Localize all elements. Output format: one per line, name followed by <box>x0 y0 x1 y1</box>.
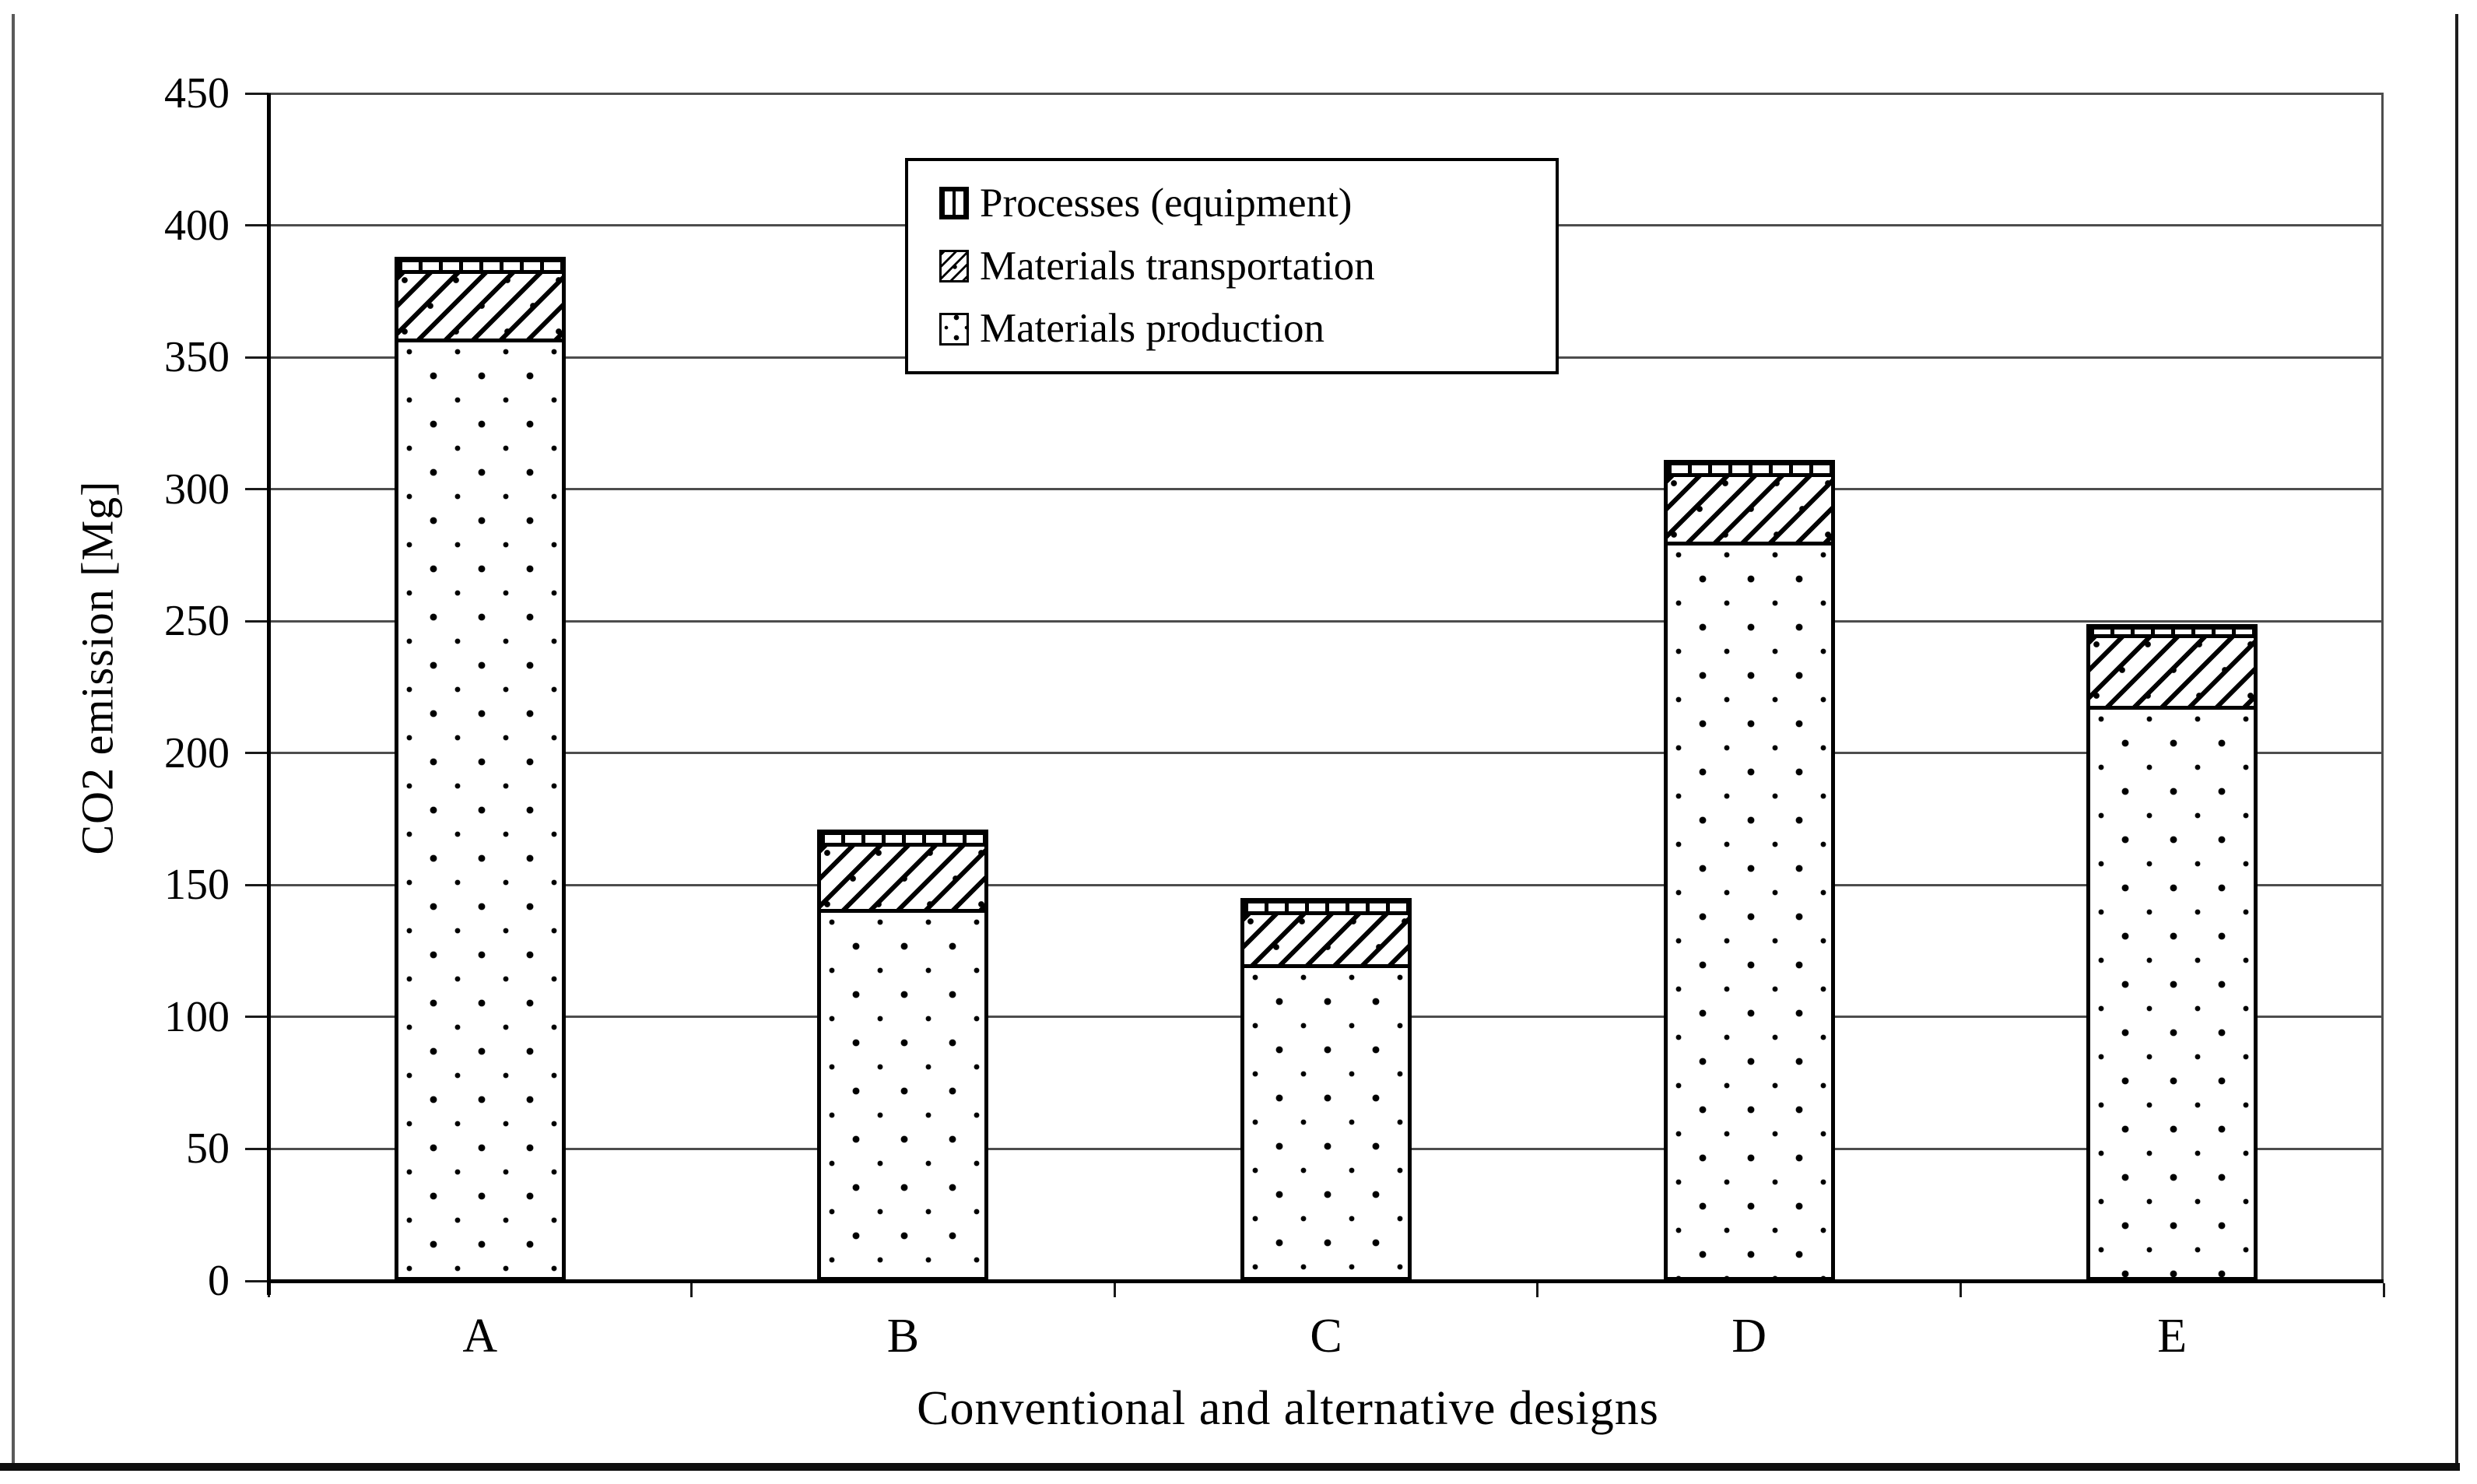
y-tick-100 <box>245 1016 268 1019</box>
bar-A-segment-vertical-hatch <box>398 261 562 275</box>
gridline-300 <box>268 488 2384 491</box>
legend-swatch-dots-icon <box>939 312 969 346</box>
y-tick-200 <box>245 752 268 755</box>
bar-C-segment-dots <box>1244 968 1408 1277</box>
bar-A <box>394 257 566 1281</box>
y-tick-400 <box>245 224 268 227</box>
x-tick-4 <box>1959 1283 1962 1297</box>
legend-swatch-diagonal-hatch-icon <box>939 250 969 282</box>
x-category-label-D: D <box>1731 1310 1767 1363</box>
y-tick-label-100: 100 <box>164 992 230 1041</box>
y-tick-label-50: 50 <box>186 1124 230 1174</box>
bar-D <box>1663 460 1835 1281</box>
y-tick-label-450: 450 <box>164 69 230 118</box>
bar-B-segment-diagonal-hatch <box>821 847 985 913</box>
x-category-label-A: A <box>462 1310 498 1363</box>
x-tick-5 <box>2382 1283 2385 1297</box>
y-tick-150 <box>245 883 268 886</box>
x-category-label-E: E <box>2157 1310 2188 1363</box>
x-category-label-C: C <box>1310 1310 1342 1363</box>
bar-B-segment-dots <box>821 912 985 1277</box>
gridline-200 <box>268 752 2384 755</box>
legend-item: Materials production <box>939 308 1556 349</box>
y-tick-label-0: 0 <box>208 1257 230 1305</box>
legend-label: Processes (equipment) <box>980 180 1353 226</box>
legend: Processes (equipment) Materials transport… <box>905 158 1559 374</box>
bar-E-segment-diagonal-hatch <box>2090 638 2254 710</box>
y-tick-350 <box>245 356 268 359</box>
bar-B-segment-vertical-hatch <box>821 833 985 847</box>
x-axis-line <box>268 1279 2384 1283</box>
bar-A-segment-diagonal-hatch <box>398 274 562 343</box>
y-tick-label-350: 350 <box>164 333 230 382</box>
y-tick-50 <box>245 1147 268 1150</box>
y-tick-label-150: 150 <box>164 861 230 910</box>
y-tick-label-300: 300 <box>164 465 230 514</box>
x-axis-title: Conventional and alternative designs <box>917 1382 1659 1435</box>
y-tick-250 <box>245 619 268 623</box>
figure-bottom-border <box>0 1463 2460 1471</box>
gridline-450 <box>268 92 2384 95</box>
bar-E-segment-dots <box>2090 709 2254 1277</box>
y-axis-line <box>267 93 271 1295</box>
legend-item: Processes (equipment) <box>939 180 1556 226</box>
bar-E-segment-vertical-hatch <box>2090 627 2254 639</box>
x-tick-2 <box>1113 1283 1116 1297</box>
y-tick-label-200: 200 <box>164 728 230 777</box>
legend-item: Materials transportation <box>939 243 1556 289</box>
bar-C-segment-diagonal-hatch <box>1244 915 1408 969</box>
bar-C-segment-vertical-hatch <box>1244 902 1408 916</box>
gridline-250 <box>268 619 2384 623</box>
plot-area <box>268 92 2384 1281</box>
x-tick-1 <box>690 1283 693 1297</box>
legend-label: Materials transportation <box>980 243 1375 289</box>
y-tick-450 <box>245 92 268 95</box>
y-tick-0 <box>245 1279 268 1282</box>
y-tick-label-400: 400 <box>164 201 230 250</box>
bar-D-segment-dots <box>1667 546 1831 1277</box>
bar-A-segment-dots <box>398 342 562 1277</box>
bar-C <box>1240 898 1412 1281</box>
y-tick-300 <box>245 488 268 491</box>
y-tick-label-250: 250 <box>164 597 230 646</box>
legend-swatch-vertical-hatch-icon <box>939 187 969 220</box>
plot-right-border <box>2381 93 2384 1281</box>
bar-B <box>817 830 989 1281</box>
figure-right-border <box>2455 14 2458 1466</box>
legend-label: Materials production <box>980 306 1325 352</box>
y-axis-title: CO2 emission [Mg] <box>72 480 123 855</box>
bar-D-segment-vertical-hatch <box>1667 464 1831 478</box>
gridline-150 <box>268 883 2384 886</box>
x-tick-3 <box>1536 1283 1539 1297</box>
bar-D-segment-diagonal-hatch <box>1667 477 1831 546</box>
figure-left-border <box>12 14 15 1466</box>
x-category-label-B: B <box>886 1310 920 1363</box>
bar-E <box>2086 623 2258 1281</box>
